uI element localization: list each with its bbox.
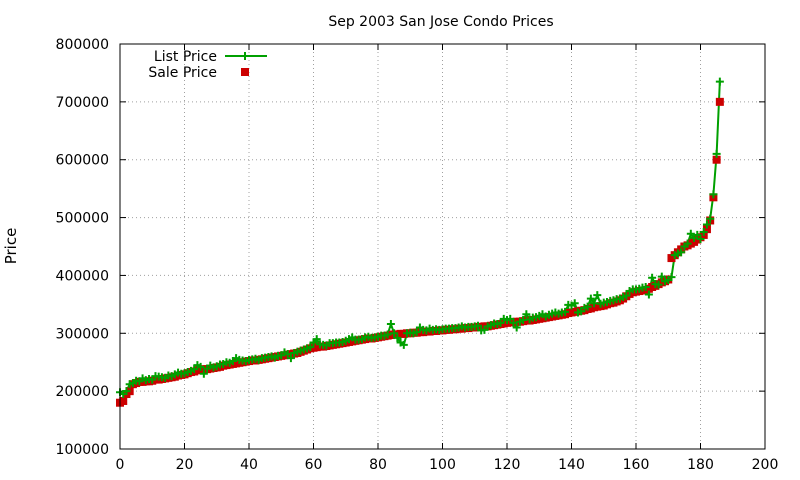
sale-price-point <box>712 155 721 164</box>
sale-price-point <box>119 396 128 405</box>
list-price-point <box>399 340 408 349</box>
legend-label-sale-price: Sale Price <box>148 65 217 81</box>
list-price-point <box>570 299 579 308</box>
legend-label-list-price: List Price <box>154 49 217 65</box>
list-price-point <box>506 314 515 323</box>
list-price-point <box>583 302 592 311</box>
list-price-point <box>509 318 518 327</box>
x-tick-label: 100 <box>429 457 456 473</box>
list-price-point <box>190 365 199 374</box>
list-price-point <box>412 328 421 337</box>
list-price-point <box>657 272 666 281</box>
list-price-point <box>199 369 208 378</box>
axis-ticks: 0 20 40 60 80 100 120 140 160 180 200 100000 200000 3… <box>56 37 779 473</box>
list-price-point <box>712 149 721 158</box>
y-tick-label: 400000 <box>56 268 109 284</box>
x-tick-label: 120 <box>494 457 521 473</box>
x-tick-label: 20 <box>176 457 194 473</box>
plot-frame <box>119 43 766 450</box>
list-price-point <box>641 283 650 291</box>
legend-marker-sale-price <box>241 68 249 76</box>
list-price-point <box>312 335 321 344</box>
plot-series <box>116 77 724 407</box>
list-price-point <box>715 77 724 86</box>
y-tick-label: 800000 <box>56 37 109 53</box>
x-tick-label: 200 <box>752 457 779 473</box>
list-price-point <box>593 291 602 300</box>
list-price-point <box>283 350 292 359</box>
list-price-point <box>122 387 131 396</box>
list-price-point <box>561 307 570 316</box>
x-tick-label: 0 <box>116 457 125 473</box>
chart-title: Sep 2003 San Jose Condo Prices <box>328 14 553 30</box>
grid <box>120 44 765 449</box>
x-tick-label: 80 <box>369 457 387 473</box>
list-price-point <box>586 294 595 303</box>
list-price-point <box>699 228 708 237</box>
list-price-point <box>667 273 676 282</box>
series-list-price <box>119 81 721 396</box>
y-tick-label: 300000 <box>56 326 109 342</box>
y-tick-label: 200000 <box>56 384 109 400</box>
x-tick-label: 180 <box>687 457 714 473</box>
list-price-point <box>286 354 295 363</box>
list-price-point <box>706 214 715 223</box>
list-price-point <box>622 291 631 300</box>
list-price-point <box>677 248 686 257</box>
list-price-point <box>496 318 505 327</box>
y-tick-label: 100000 <box>56 442 109 458</box>
list-price-point <box>306 343 315 352</box>
list-price-point <box>390 329 399 338</box>
x-tick-label: 140 <box>558 457 585 473</box>
list-price-markers <box>116 77 724 399</box>
list-price-point <box>393 333 402 342</box>
y-tick-label: 500000 <box>56 211 109 227</box>
list-price-point <box>654 280 663 289</box>
list-price-point <box>702 220 711 229</box>
list-price-point <box>696 234 705 243</box>
list-price-point <box>644 290 653 299</box>
list-price-line <box>119 81 721 396</box>
legend-plus-glyph <box>241 52 249 60</box>
x-tick-label: 40 <box>240 457 258 473</box>
legend: List Price Sale Price <box>148 49 267 81</box>
list-price-point <box>683 239 692 248</box>
legend-marker-list-price <box>241 52 249 60</box>
sale-price-point <box>702 225 711 234</box>
list-price-point <box>386 320 395 329</box>
list-price-point <box>686 229 695 238</box>
list-price-point <box>648 273 657 282</box>
series-sale-price <box>116 97 724 407</box>
x-tick-label: 60 <box>305 457 323 473</box>
list-price-point <box>512 323 521 332</box>
sale-price-point <box>715 97 724 106</box>
list-price-point <box>473 321 482 330</box>
y-tick-label: 700000 <box>56 95 109 111</box>
list-price-point <box>522 310 531 319</box>
list-price-point <box>693 230 702 239</box>
y-tick-label: 600000 <box>56 153 109 169</box>
y-axis-label: Price <box>2 228 20 265</box>
x-tick-label: 160 <box>623 457 650 473</box>
list-price-point <box>709 190 718 199</box>
list-price-point <box>383 330 392 339</box>
list-price-point <box>196 362 205 371</box>
